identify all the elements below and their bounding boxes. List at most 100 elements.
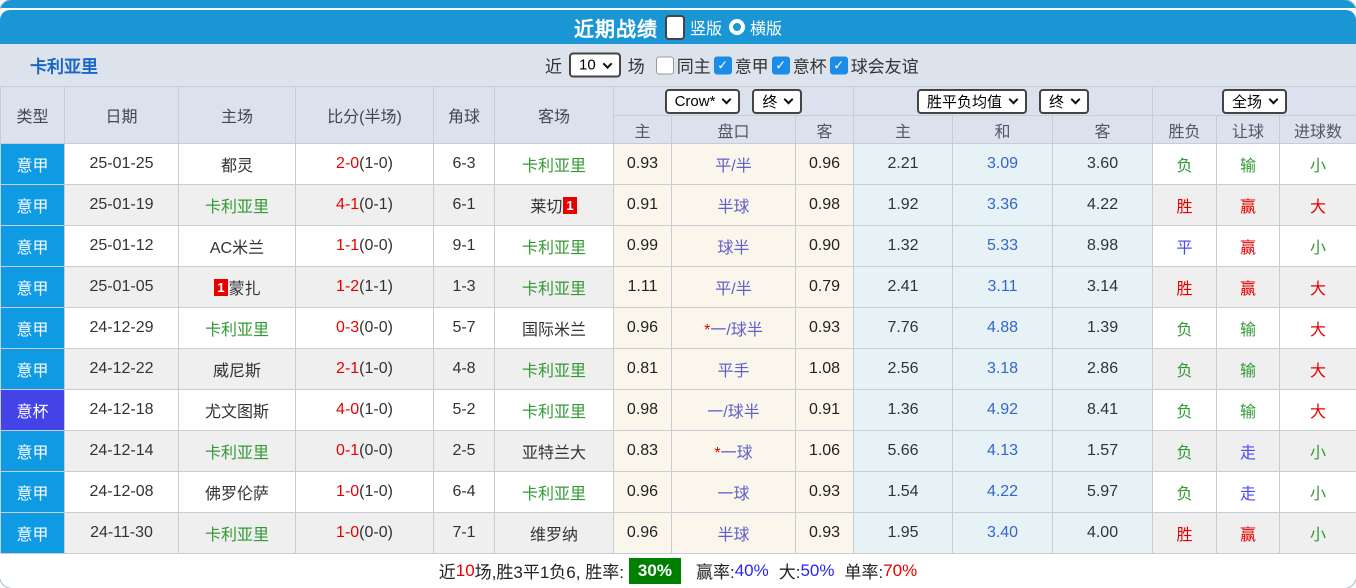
- asian-handicap: 半球: [671, 512, 796, 554]
- bookmaker-value: Crow*: [674, 92, 716, 110]
- col-header-corners: 角球: [433, 86, 495, 144]
- sub-header-goals: 进球数: [1279, 115, 1356, 144]
- asian-away-odds: 0.96: [794, 143, 855, 185]
- corner-count: 7-1: [433, 512, 495, 554]
- recent-count-value: 10: [579, 56, 596, 74]
- match-date: 25-01-25: [64, 143, 179, 185]
- serie-a-checkbox[interactable]: ✓: [713, 56, 732, 74]
- table-row: 意甲 25-01-12 AC米兰 1-1(0-0) 9-1 卡利亚里 0.99 …: [0, 225, 1356, 267]
- radio-unselected-icon[interactable]: [729, 19, 745, 35]
- radio-selected-icon[interactable]: [664, 14, 685, 40]
- odds-win-label: 赢率:: [695, 563, 735, 582]
- score-halftime: 0-3(0-0): [295, 307, 434, 349]
- score-halftime: 2-1(1-0): [295, 348, 434, 390]
- away-team: 莱切 1: [494, 184, 614, 226]
- club-friendly-label[interactable]: 球会友谊: [850, 57, 919, 77]
- table-row: 意甲 24-12-08 佛罗伦萨 1-0(1-0) 6-4 卡利亚里 0.96 …: [0, 471, 1356, 513]
- handicap-result: 走: [1216, 430, 1281, 472]
- score-halftime: 1-0(1-0): [295, 471, 434, 513]
- asian-handicap: 一/球半: [671, 389, 796, 431]
- avg-home-odds: 7.76: [853, 307, 954, 349]
- recent-count-select[interactable]: 10: [569, 52, 621, 78]
- asian-away-odds: 0.93: [794, 307, 855, 349]
- asian-away-odds: 1.08: [794, 348, 855, 390]
- league-type-badge: 意甲: [0, 266, 65, 308]
- match-result: 胜: [1152, 184, 1218, 226]
- corner-count: 1-3: [433, 266, 495, 308]
- avg-away-odds: 3.14: [1052, 266, 1154, 308]
- goals-result: 大: [1279, 389, 1356, 431]
- results-table: 类型 日期 主场 比分(半场) 角球 客场 Crow* 终: [0, 86, 1356, 554]
- asian-odds-time-select[interactable]: 终: [752, 88, 803, 114]
- table-row: 意甲 24-12-14 卡利亚里 0-1(0-0) 2-5 亚特兰大 0.83 …: [0, 430, 1356, 472]
- avg-draw-odds: 3.36: [952, 184, 1054, 226]
- goals-result: 大: [1279, 266, 1356, 308]
- avg-home-odds: 2.41: [853, 266, 954, 308]
- radio-horizontal-label[interactable]: 横版: [750, 21, 783, 38]
- avg-away-odds: 8.41: [1052, 389, 1154, 431]
- score-halftime: 0-1(0-0): [295, 430, 434, 472]
- sub-header-asian-home: 主: [613, 115, 672, 144]
- league-type-badge: 意甲: [0, 143, 65, 185]
- league-type-badge: 意杯: [0, 389, 65, 431]
- italy-cup-label[interactable]: 意杯: [792, 57, 827, 77]
- sub-header-handicap: 盘口: [671, 115, 796, 144]
- away-team: 卡利亚里: [494, 266, 614, 308]
- same-home-away-label[interactable]: 同主: [676, 57, 711, 77]
- corner-count: 6-4: [433, 471, 495, 513]
- club-friendly-checkbox[interactable]: ✓: [829, 56, 848, 74]
- avg-draw-odds: 4.13: [952, 430, 1054, 472]
- layout-radio-horizontal[interactable]: 横版: [729, 15, 782, 39]
- home-team: 都灵: [178, 143, 296, 185]
- radio-vertical-label[interactable]: 竖版: [689, 21, 722, 38]
- home-team: 卡利亚里: [178, 307, 296, 349]
- asian-home-odds: 0.96: [613, 307, 672, 349]
- asian-odds-header-group: Crow* 终: [612, 86, 855, 116]
- goals-result: 小: [1279, 143, 1356, 185]
- handicap-result: 赢: [1216, 266, 1281, 308]
- sub-header-avg-home: 主: [853, 115, 954, 144]
- goals-result: 小: [1279, 225, 1356, 267]
- asian-handicap: 一球: [671, 471, 796, 513]
- league-type-badge: 意甲: [0, 184, 65, 226]
- header-dropdown-row: 类型 日期 主场 比分(半场) 角球 客场 Crow* 终: [0, 86, 1356, 144]
- asian-handicap: 平/半: [671, 143, 796, 185]
- team-name: 卡利亚里: [30, 57, 98, 77]
- match-date: 24-12-08: [64, 471, 179, 513]
- table-row: 意甲 24-11-30 卡利亚里 1-0(0-0) 7-1 维罗纳 0.96 半…: [0, 512, 1356, 554]
- match-date: 24-12-29: [64, 307, 179, 349]
- single-label: 单率:: [844, 563, 884, 582]
- avg-draw-odds: 3.18: [952, 348, 1054, 390]
- away-team: 卡利亚里: [494, 471, 614, 513]
- chevron-down-icon: [602, 58, 613, 69]
- scope-select[interactable]: 全场: [1222, 88, 1288, 114]
- home-team: 尤文图斯: [178, 389, 296, 431]
- handicap-result: 输: [1216, 307, 1281, 349]
- handicap-result: 赢: [1216, 184, 1281, 226]
- chevron-down-icon: [1070, 94, 1081, 105]
- avg-away-odds: 2.86: [1052, 348, 1154, 390]
- footer-mid: 场,胜3平1负6, 胜率:: [474, 563, 624, 582]
- asian-handicap: *一/球半: [671, 307, 796, 349]
- page-title: 近期战绩: [573, 18, 658, 41]
- home-team: 卡利亚里: [178, 430, 296, 472]
- italy-cup-checkbox[interactable]: ✓: [771, 56, 790, 74]
- table-row: 意甲 25-01-19 卡利亚里 4-1(0-1) 6-1 莱切 1 0.91 半…: [0, 184, 1356, 226]
- same-home-away-checkbox[interactable]: [655, 56, 674, 74]
- avg-time-select[interactable]: 终: [1039, 88, 1090, 114]
- corner-count: 6-3: [433, 143, 495, 185]
- asian-handicap: 平/半: [671, 266, 796, 308]
- serie-a-label[interactable]: 意甲: [734, 57, 769, 77]
- match-result: 负: [1152, 430, 1218, 472]
- big-rate: 50%: [800, 560, 835, 580]
- avg-type-select[interactable]: 胜平负均值: [917, 88, 1028, 114]
- asian-away-odds: 0.79: [794, 266, 855, 308]
- asian-handicap: *一球: [671, 430, 796, 472]
- footer-pre: 近: [438, 563, 456, 582]
- avg-home-odds: 5.66: [853, 430, 954, 472]
- col-header-away: 客场: [494, 86, 614, 144]
- bookmaker-select[interactable]: Crow*: [664, 88, 741, 114]
- handicap-result: 输: [1216, 348, 1281, 390]
- league-type-badge: 意甲: [0, 512, 65, 554]
- layout-radio-vertical[interactable]: 竖版: [664, 14, 722, 40]
